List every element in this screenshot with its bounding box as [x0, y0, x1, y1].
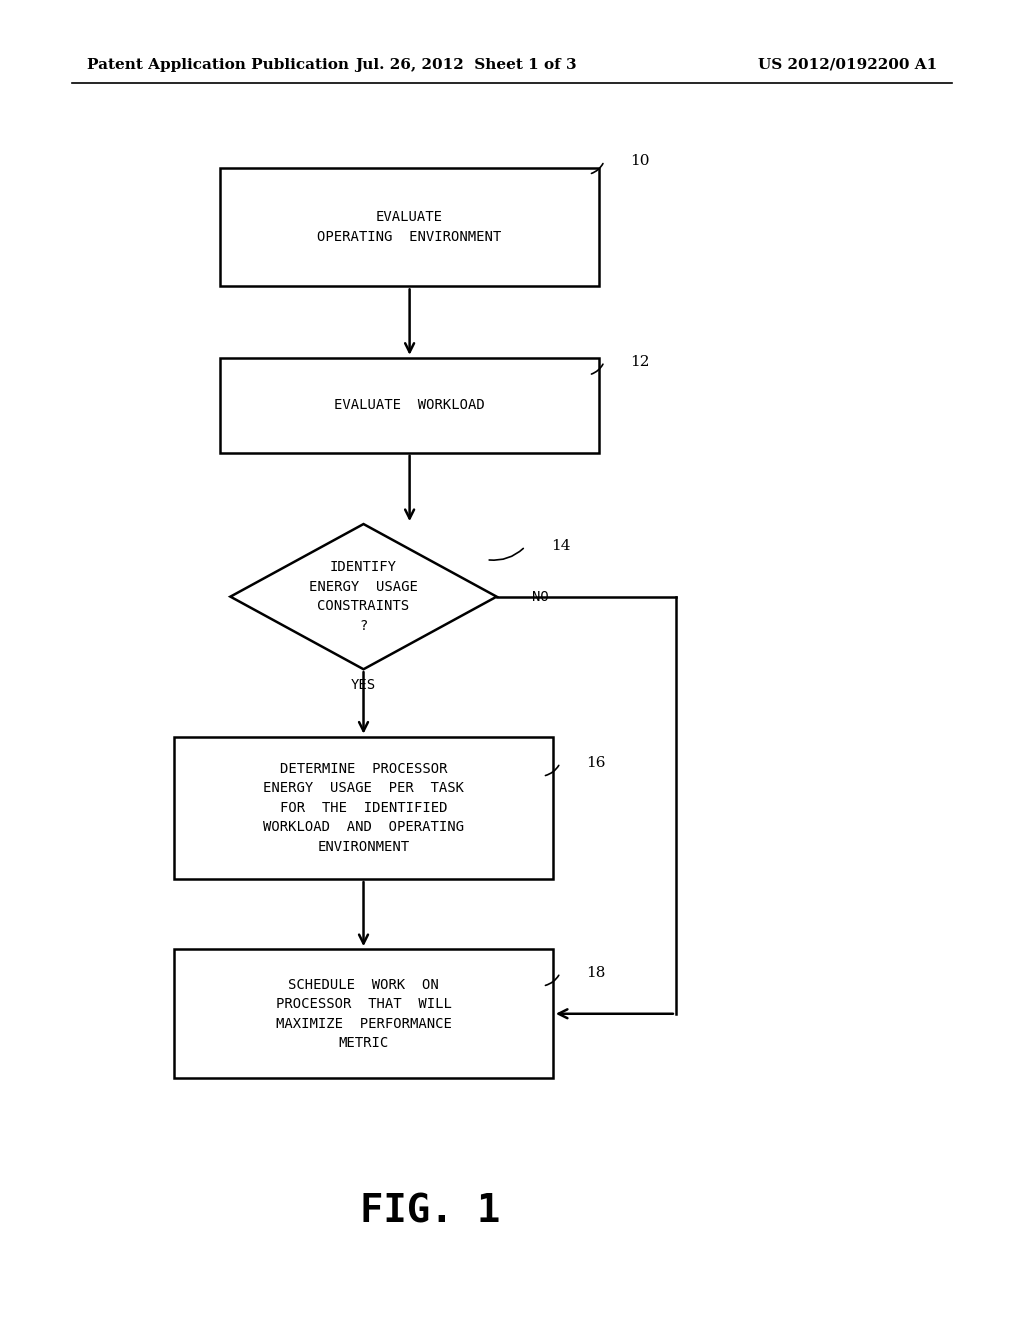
- Bar: [174, 737, 553, 879]
- Text: Patent Application Publication: Patent Application Publication: [87, 58, 349, 71]
- Text: DETERMINE  PROCESSOR
ENERGY  USAGE  PER  TASK
FOR  THE  IDENTIFIED
WORKLOAD  AND: DETERMINE PROCESSOR ENERGY USAGE PER TAS…: [263, 762, 464, 854]
- Text: SCHEDULE  WORK  ON
PROCESSOR  THAT  WILL
MAXIMIZE  PERFORMANCE
METRIC: SCHEDULE WORK ON PROCESSOR THAT WILL MAX…: [275, 978, 452, 1049]
- Bar: [220, 168, 599, 286]
- Text: 14: 14: [551, 540, 570, 553]
- Polygon shape: [230, 524, 497, 669]
- Text: NO: NO: [532, 590, 549, 603]
- Bar: [174, 949, 553, 1078]
- Text: 10: 10: [630, 154, 649, 168]
- Text: EVALUATE  WORKLOAD: EVALUATE WORKLOAD: [334, 399, 485, 412]
- Text: 12: 12: [630, 355, 649, 368]
- Text: YES: YES: [351, 678, 376, 693]
- Text: US 2012/0192200 A1: US 2012/0192200 A1: [758, 58, 937, 71]
- Text: FIG. 1: FIG. 1: [360, 1193, 500, 1230]
- Text: Jul. 26, 2012  Sheet 1 of 3: Jul. 26, 2012 Sheet 1 of 3: [355, 58, 577, 71]
- Text: IDENTIFY
ENERGY  USAGE
CONSTRAINTS
?: IDENTIFY ENERGY USAGE CONSTRAINTS ?: [309, 561, 418, 632]
- Text: 16: 16: [586, 756, 605, 770]
- Text: 18: 18: [586, 966, 605, 979]
- Bar: [220, 358, 599, 453]
- Text: EVALUATE
OPERATING  ENVIRONMENT: EVALUATE OPERATING ENVIRONMENT: [317, 210, 502, 244]
